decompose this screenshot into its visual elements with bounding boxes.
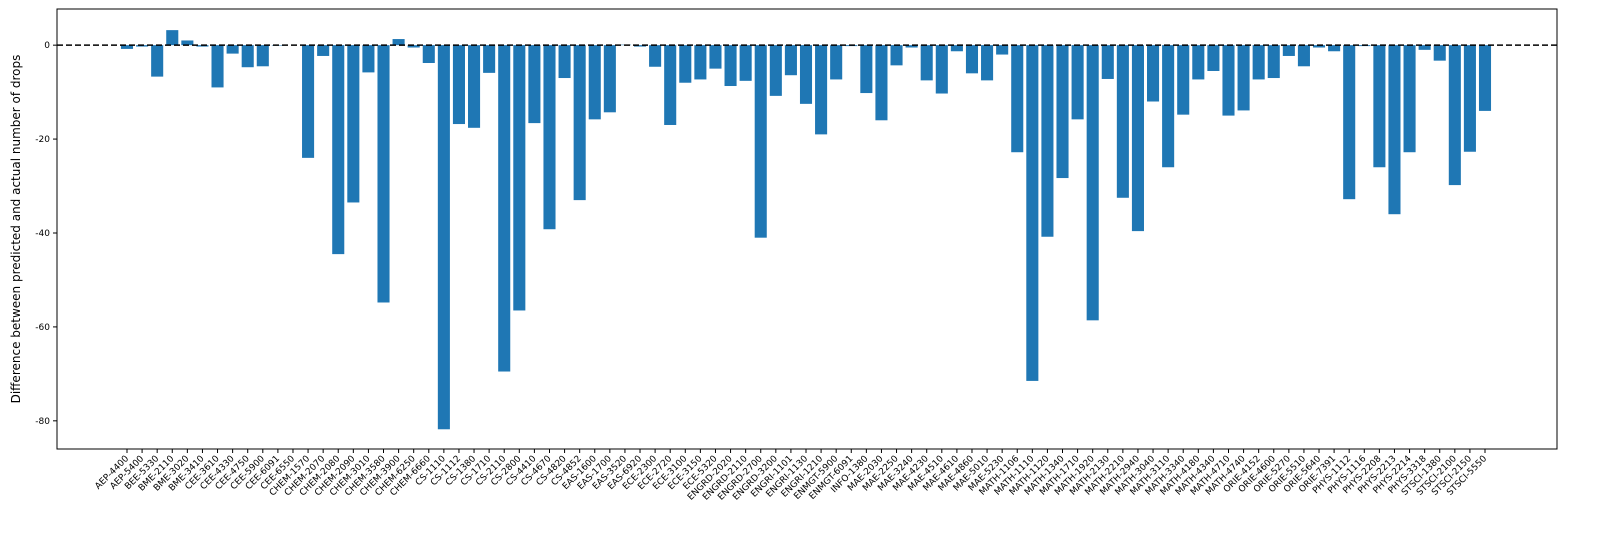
bar <box>769 45 782 96</box>
bar <box>905 45 918 48</box>
bar <box>1252 45 1265 80</box>
bar <box>422 45 435 64</box>
bar <box>633 45 647 47</box>
bar <box>1237 45 1250 111</box>
y-tick-label: -20 <box>35 135 50 145</box>
bar <box>1131 45 1144 232</box>
bar <box>437 45 450 430</box>
bar <box>1162 45 1175 168</box>
bar <box>1343 45 1356 200</box>
bar <box>588 45 601 120</box>
bar <box>181 40 194 46</box>
bar <box>241 45 254 68</box>
bar <box>1267 45 1280 79</box>
bar <box>709 45 722 69</box>
bar <box>1403 45 1416 153</box>
bar <box>784 45 797 76</box>
bar <box>226 45 239 54</box>
bar <box>1297 45 1310 67</box>
bar <box>543 45 556 230</box>
bar <box>1478 45 1492 111</box>
bar <box>965 45 979 74</box>
bar <box>1041 45 1054 237</box>
bar <box>603 45 616 113</box>
bar <box>483 45 496 73</box>
bar <box>1147 45 1160 102</box>
bar <box>920 45 933 81</box>
bar <box>649 45 662 67</box>
bar <box>1116 45 1129 198</box>
bar <box>860 45 873 94</box>
bar <box>754 45 767 238</box>
bar <box>1071 45 1084 120</box>
plot-frame <box>56 8 1558 450</box>
bar <box>1192 45 1205 80</box>
bar <box>498 45 511 372</box>
bar <box>151 45 164 77</box>
bar <box>1086 45 1099 321</box>
bar <box>362 45 375 73</box>
bar <box>332 45 345 255</box>
bar <box>815 45 828 135</box>
bar <box>452 45 465 125</box>
bar <box>256 45 269 67</box>
y-tick-label: -60 <box>35 323 50 333</box>
bar <box>317 45 330 56</box>
bar <box>1177 45 1190 115</box>
bar <box>1448 45 1461 186</box>
bar <box>407 45 420 48</box>
bar <box>211 45 224 88</box>
bar <box>981 45 994 81</box>
bar <box>739 45 752 81</box>
bar <box>558 45 571 79</box>
bar <box>1463 45 1476 152</box>
y-tick-label: -80 <box>35 417 50 427</box>
bar <box>996 45 1009 55</box>
y-axis-label: Difference between predicted and actual … <box>9 55 23 404</box>
bar <box>1026 45 1039 381</box>
bar <box>1312 45 1326 48</box>
bar <box>120 45 134 49</box>
bar <box>1433 45 1446 61</box>
bar <box>1011 45 1024 153</box>
bar <box>1101 45 1114 79</box>
bar <box>166 30 179 46</box>
bar <box>377 45 390 303</box>
bar <box>1207 45 1220 71</box>
bar <box>830 45 843 80</box>
bar <box>1373 45 1386 168</box>
bar <box>1388 45 1401 215</box>
bar <box>1282 45 1295 56</box>
bar <box>935 45 948 94</box>
bar <box>1222 45 1235 116</box>
bar <box>664 45 677 125</box>
bar <box>694 45 707 80</box>
y-tick-label: -40 <box>35 229 50 239</box>
bar <box>1056 45 1069 179</box>
bar <box>724 45 737 87</box>
bar <box>1418 45 1431 50</box>
bar <box>890 45 903 66</box>
bar <box>573 45 586 201</box>
bar <box>347 45 360 203</box>
bar <box>799 45 813 104</box>
y-tick-label: 0 <box>44 41 50 51</box>
bar <box>392 39 405 46</box>
bar <box>679 45 692 83</box>
bar <box>528 45 541 124</box>
bar <box>302 45 315 158</box>
bar <box>1328 45 1341 52</box>
bar <box>513 45 526 311</box>
bar <box>468 45 481 128</box>
bar <box>875 45 888 121</box>
bar <box>950 45 963 52</box>
